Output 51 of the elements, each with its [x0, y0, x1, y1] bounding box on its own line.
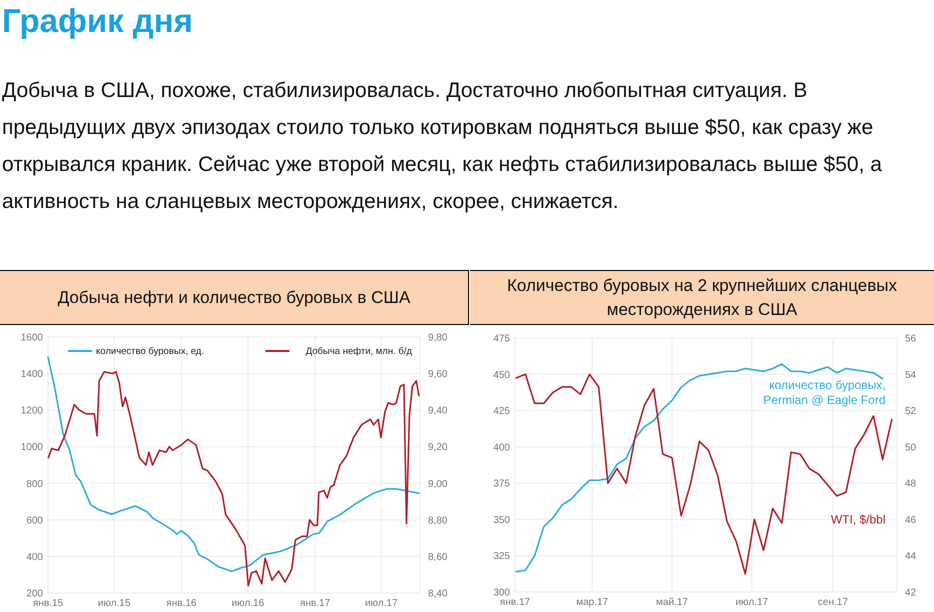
y2-tick-label: 44 [905, 551, 917, 562]
y2-tick-label: 8,60 [428, 552, 448, 563]
series-label: количество буровых, Permian @ Eagle Ford [763, 378, 886, 407]
y-tick-label: 425 [493, 406, 510, 418]
y-tick-label: 1200 [20, 406, 44, 417]
y2-tick-label: 42 [905, 588, 917, 598]
y2-tick-label: 54 [905, 370, 917, 381]
y-tick-label: 200 [26, 588, 44, 600]
y2-tick-label: 50 [905, 442, 917, 454]
text: Добыча в США, похоже, стабилизировалась. Достаточно любопытная ситуация. В предыдущих двух эпизодах стоило только котировкам подняться выше $50, как сразу же открывался краник. Сейчас уже второй месяц, как нефть стабилизировалась выше $50, а активность на сланцевых месторождениях, скорее, снижается. [2, 78, 883, 215]
y2-tick-label: 9,40 [428, 406, 448, 417]
series-label: WTI, $/bbl [830, 512, 886, 526]
chart-title: Количество буровых на 2 крупнейших сланцевых месторождениях в США [470, 270, 934, 325]
x-tick-label: май.17 [656, 597, 688, 608]
legend-label: Добыча нефти, млн. б/д [306, 346, 412, 357]
x-tick-label: янв.17 [500, 597, 531, 608]
y-tick-label: 325 [493, 551, 510, 562]
x-tick-label: янв.16 [166, 598, 197, 609]
y2-tick-label: 9,00 [428, 478, 448, 490]
x-tick-label: янв.15 [32, 598, 64, 609]
x-tick-label: сен.17 [818, 597, 848, 608]
y-tick-label: 350 [493, 514, 510, 526]
y-tick-label: 300 [493, 588, 510, 598]
legend-label: количество буровых, ед. [96, 346, 204, 357]
x-tick-label: июл.17 [735, 597, 769, 608]
y2-tick-label: 9,60 [428, 369, 448, 380]
x-tick-label: июл.16 [232, 598, 265, 609]
y-tick-label: 1000 [20, 442, 44, 454]
y-tick-label: 600 [26, 515, 44, 526]
y-tick-label: 800 [26, 478, 44, 490]
x-tick-label: июл.15 [98, 598, 131, 609]
y-tick-label: 1400 [20, 369, 44, 380]
y2-tick-label: 48 [905, 478, 917, 490]
chart-title: Добыча нефти и количество буровых в США [0, 270, 469, 325]
y-tick-label: 400 [26, 552, 44, 563]
x-tick-label: мар.17 [576, 597, 609, 608]
y-tick-label: 400 [493, 442, 510, 454]
y2-tick-label: 46 [905, 514, 917, 526]
y2-tick-label: 8,40 [428, 588, 448, 600]
text: График дня [2, 2, 193, 40]
y2-tick-label: 52 [905, 406, 917, 418]
y2-tick-label: 8,80 [428, 515, 448, 526]
y-tick-label: 475 [493, 334, 510, 344]
y-tick-label: 450 [493, 370, 510, 381]
y2-tick-label: 9,80 [428, 332, 448, 344]
y2-tick-label: 9,20 [428, 442, 448, 454]
y-tick-label: 375 [493, 478, 510, 490]
y-tick-label: 1600 [20, 332, 44, 344]
y2-tick-label: 56 [905, 334, 917, 344]
x-tick-label: июл.17 [364, 598, 398, 609]
x-tick-label: янв.17 [300, 598, 331, 609]
